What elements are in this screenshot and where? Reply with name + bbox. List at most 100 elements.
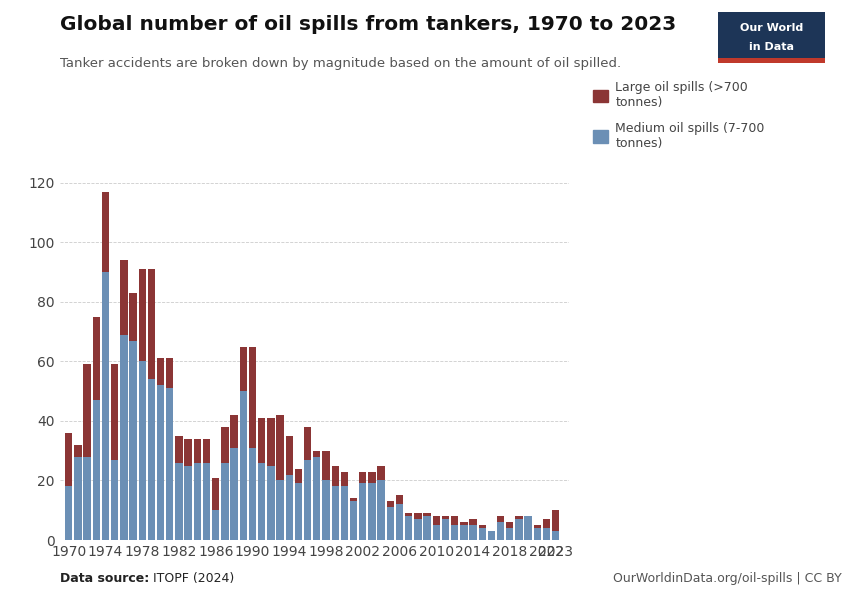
Bar [387,507,394,540]
Bar [258,418,265,463]
Bar [74,457,82,540]
Bar [212,478,219,510]
Bar [423,516,431,540]
Bar [460,525,468,540]
Bar [157,385,164,540]
Bar [65,433,72,487]
Bar [350,499,357,502]
Bar [433,525,440,540]
Bar [543,519,550,528]
Bar [405,513,412,516]
Bar [534,525,541,528]
Bar [295,469,302,484]
Bar [524,516,532,540]
Bar [203,463,210,540]
Bar [552,510,559,531]
Bar [515,516,523,519]
Bar [83,364,91,457]
Bar [175,436,183,463]
Bar [377,481,385,540]
Bar [93,400,100,540]
Bar [276,481,284,540]
Bar [368,484,376,540]
Bar [184,439,192,466]
Bar [276,415,284,481]
Bar [184,466,192,540]
Bar [240,391,247,540]
Bar [166,358,173,388]
Bar [497,522,504,540]
Bar [74,445,82,457]
Bar [423,513,431,516]
Bar [139,269,146,361]
Bar [332,487,339,540]
Text: Our World: Our World [740,23,803,34]
Bar [267,466,275,540]
Bar [451,516,458,525]
Bar [387,502,394,507]
Bar [506,522,513,528]
Text: Data source:: Data source: [60,572,149,585]
Bar [396,496,403,504]
Bar [304,460,311,540]
Bar [148,379,155,540]
Bar [267,418,275,466]
Bar [377,466,385,481]
Bar [442,519,449,540]
Bar [341,472,348,487]
Bar [139,361,146,540]
Bar [212,510,219,540]
Bar [332,466,339,487]
Bar [129,341,137,540]
Bar [359,472,366,484]
Bar [322,451,330,481]
Bar [102,272,109,540]
Bar [221,463,229,540]
Bar [166,388,173,540]
Legend: Large oil spills (>700
tonnes), Medium oil spills (7-700
tonnes): Large oil spills (>700 tonnes), Medium o… [592,81,765,150]
Bar [460,522,468,525]
Text: ITOPF (2024): ITOPF (2024) [149,572,234,585]
Bar [221,427,229,463]
Bar [543,528,550,540]
Bar [341,487,348,540]
Bar [534,528,541,540]
Bar [515,519,523,540]
Bar [120,260,128,335]
Bar [350,502,357,540]
Bar [93,317,100,400]
Bar [414,519,422,540]
Bar [488,531,495,540]
Bar [203,439,210,463]
Bar [175,463,183,540]
Text: in Data: in Data [749,41,794,52]
Bar [240,347,247,391]
Bar [506,528,513,540]
Bar [120,335,128,540]
Bar [230,448,238,540]
Bar [433,516,440,525]
Bar [396,504,403,540]
Bar [469,525,477,540]
Bar [405,516,412,540]
Bar [65,487,72,540]
Bar [479,525,486,528]
Bar [295,484,302,540]
Bar [442,516,449,519]
Bar [111,364,118,460]
Bar [129,293,137,341]
Bar [469,519,477,525]
Bar [230,415,238,448]
Bar [322,481,330,540]
Bar [111,460,118,540]
Bar [194,463,201,540]
Text: Tanker accidents are broken down by magnitude based on the amount of oil spilled: Tanker accidents are broken down by magn… [60,57,620,70]
Bar [249,347,256,448]
Text: Global number of oil spills from tankers, 1970 to 2023: Global number of oil spills from tankers… [60,15,676,34]
Bar [313,457,320,540]
Bar [497,516,504,522]
Text: OurWorldinData.org/oil-spills | CC BY: OurWorldinData.org/oil-spills | CC BY [613,572,842,585]
Bar [479,528,486,540]
Bar [258,463,265,540]
Bar [414,513,422,519]
